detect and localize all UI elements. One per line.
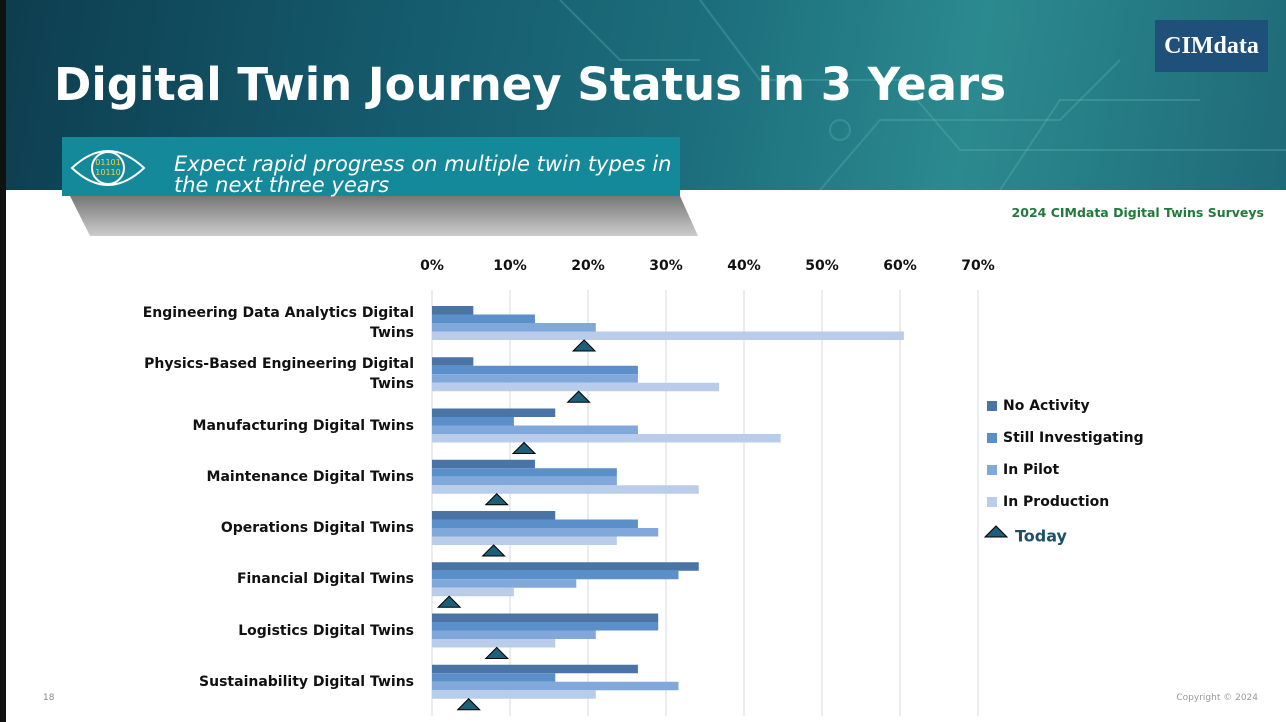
copyright: Copyright © 2024 xyxy=(1176,693,1258,703)
x-tick-label: 70% xyxy=(961,258,995,274)
bar xyxy=(432,315,535,324)
category-label: Engineering Data Analytics Digital Twins xyxy=(124,303,414,343)
bar xyxy=(432,460,535,469)
bar xyxy=(432,682,678,691)
today-marker xyxy=(486,648,508,659)
legend-label: In Production xyxy=(1003,494,1109,510)
today-marker xyxy=(458,699,480,710)
legend-label: Still Investigating xyxy=(1003,430,1144,446)
category-label: Physics-Based Engineering Digital Twins xyxy=(124,354,414,394)
bar xyxy=(432,639,555,648)
bar xyxy=(432,383,719,392)
x-tick-label: 60% xyxy=(883,258,917,274)
bar xyxy=(432,571,678,580)
bar xyxy=(432,357,473,366)
bar xyxy=(432,690,596,699)
bar xyxy=(432,614,658,623)
legend-label: Today xyxy=(1015,527,1068,546)
bar xyxy=(432,374,638,383)
bar xyxy=(432,622,658,631)
bar xyxy=(432,477,617,486)
bar xyxy=(432,520,638,529)
bar xyxy=(432,306,473,315)
category-label: Operations Digital Twins xyxy=(124,518,414,538)
bar xyxy=(432,631,596,640)
bar xyxy=(432,673,555,682)
category-label: Financial Digital Twins xyxy=(124,569,414,589)
legend-swatch xyxy=(987,433,997,443)
today-marker xyxy=(483,545,505,556)
legend-label: In Pilot xyxy=(1003,462,1060,478)
bar xyxy=(432,537,617,546)
x-tick-label: 10% xyxy=(493,258,527,274)
today-marker xyxy=(573,340,595,351)
bar xyxy=(432,468,617,477)
bar xyxy=(432,366,638,375)
legend-label: No Activity xyxy=(1003,398,1090,414)
x-tick-label: 30% xyxy=(649,258,683,274)
x-tick-label: 20% xyxy=(571,258,605,274)
legend-swatch xyxy=(987,465,997,475)
bar xyxy=(432,511,555,520)
bar xyxy=(432,528,658,537)
category-label: Maintenance Digital Twins xyxy=(124,467,414,487)
x-tick-label: 0% xyxy=(420,258,444,274)
category-label: Sustainability Digital Twins xyxy=(124,672,414,692)
bar xyxy=(432,562,699,571)
today-marker xyxy=(513,443,535,454)
x-tick-label: 50% xyxy=(805,258,839,274)
bar xyxy=(432,332,904,341)
legend-swatch xyxy=(987,401,997,411)
bar xyxy=(432,485,699,494)
today-marker xyxy=(568,391,590,402)
bar xyxy=(432,434,781,443)
bar xyxy=(432,588,514,597)
bar xyxy=(432,409,555,418)
today-marker xyxy=(438,596,460,607)
slide: Digital Twin Journey Status in 3 Years C… xyxy=(0,0,1286,722)
legend-swatch xyxy=(987,497,997,507)
legend-marker xyxy=(985,526,1007,537)
category-label: Logistics Digital Twins xyxy=(124,621,414,641)
today-marker xyxy=(486,494,508,505)
bar xyxy=(432,417,514,426)
x-tick-label: 40% xyxy=(727,258,761,274)
category-label: Manufacturing Digital Twins xyxy=(124,416,414,436)
bar xyxy=(432,323,596,332)
bar xyxy=(432,579,576,588)
page-number: 18 xyxy=(43,693,54,703)
bar xyxy=(432,665,638,674)
bar xyxy=(432,426,638,435)
